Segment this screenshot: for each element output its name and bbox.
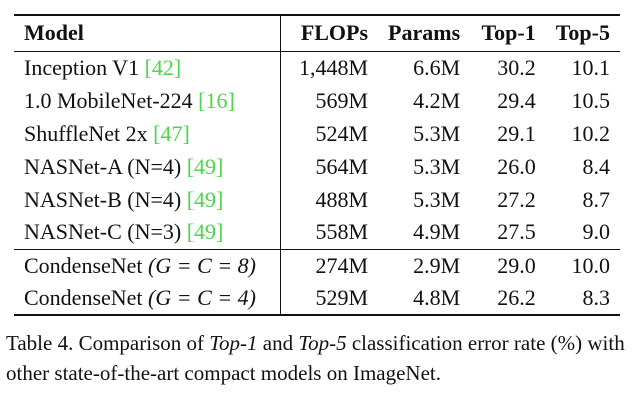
caption-prefix: Table 4. Comparison of	[6, 331, 210, 355]
top5-cell: 8.3	[545, 282, 620, 316]
caption-mid: and	[257, 331, 299, 355]
top5-cell: 8.4	[582, 153, 611, 179]
flops-cell: 564M	[315, 153, 369, 179]
caption-top1: Top-1	[209, 331, 258, 355]
params-cell: 2.9M	[378, 248, 471, 282]
header-params: Params	[378, 14, 471, 51]
results-table-container: Model FLOPs Params Top-1 Top-5 Inception…	[14, 14, 620, 316]
top5-cell: 9.0	[582, 219, 611, 245]
top5-cell: 10.1	[545, 50, 620, 84]
params-cell: 5.3M	[413, 186, 461, 212]
top1-cell: 27.5	[497, 219, 536, 245]
model-name: NASNet-A (N=4)	[24, 153, 182, 179]
citation-link[interactable]: [47]	[153, 120, 190, 146]
params-cell: 4.8M	[378, 282, 471, 316]
top1-cell: 29.0	[470, 248, 546, 282]
model-config: (G = C = 4)	[148, 285, 256, 310]
model-cell: NASNet-B (N=4) [49]	[14, 183, 281, 216]
caption-suffix: classification error rate (%) with other…	[6, 331, 625, 385]
model-cell: NASNet-A (N=4) [49]	[14, 150, 281, 183]
top1-cell: 26.0	[497, 153, 536, 179]
citation-link[interactable]: [49]	[186, 219, 224, 245]
model-config: (G = C = 8)	[148, 252, 256, 278]
top1-cell: 30.2	[470, 50, 546, 84]
top1-cell: 26.2	[470, 282, 546, 316]
table-row: NASNet-C (N=3) [49] 558M 4.9M 27.5 9.0	[14, 216, 620, 249]
table-row: NASNet-B (N=4) [49] 488M 5.3M 27.2 8.7	[14, 183, 620, 216]
header-flops: FLOPs	[280, 14, 379, 51]
params-cell: 5.3M	[413, 120, 461, 146]
flops-cell: 274M	[280, 248, 379, 282]
model-name: 1.0 MobileNet-224	[24, 87, 193, 113]
params-cell: 4.9M	[413, 219, 461, 245]
flops-cell: 558M	[315, 219, 369, 245]
top1-cell: 27.2	[497, 186, 536, 212]
model-cell: NASNet-C (N=3) [49]	[14, 216, 281, 249]
top1-cell: 29.4	[497, 87, 536, 113]
citation-link[interactable]: [49]	[186, 153, 224, 179]
model-name: Inception V1	[24, 54, 140, 80]
params-cell: 5.3M	[413, 153, 461, 179]
header-model: Model	[14, 14, 281, 51]
model-name: ShuffleNet 2x	[24, 120, 148, 146]
comparison-table: Model FLOPs Params Top-1 Top-5 Inception…	[14, 14, 620, 316]
citation-link[interactable]: [16]	[198, 87, 235, 113]
params-cell: 4.2M	[413, 87, 461, 113]
header-top5: Top-5	[545, 14, 620, 51]
model-name: CondenseNet	[24, 252, 143, 278]
top5-cell: 10.5	[571, 87, 611, 113]
top5-cell: 10.0	[545, 248, 620, 282]
flops-cell: 488M	[315, 186, 369, 212]
model-cell: CondenseNet (G = C = 8)	[14, 248, 281, 282]
top1-cell: 29.1	[497, 120, 536, 146]
table-row: CondenseNet (G = C = 4) 529M 4.8M 26.2 8…	[14, 282, 620, 316]
citation-link[interactable]: [42]	[144, 54, 182, 80]
caption-top5: Top-5	[298, 331, 347, 355]
flops-cell: 524M	[315, 120, 369, 146]
flops-cell: 1,448M	[280, 50, 379, 84]
table-header-row: Model FLOPs Params Top-1 Top-5	[14, 14, 620, 51]
table-row: ShuffleNet 2x [47] 524M 5.3M 29.1 10.2	[14, 117, 620, 150]
citation-link[interactable]: [49]	[186, 186, 224, 212]
model-cell: ShuffleNet 2x [47]	[14, 117, 281, 150]
model-cell: Inception V1 [42]	[14, 50, 281, 84]
table-row: CondenseNet (G = C = 8) 274M 2.9M 29.0 1…	[14, 248, 620, 282]
flops-cell: 569M	[315, 87, 369, 113]
params-cell: 6.6M	[378, 50, 471, 84]
flops-cell: 529M	[280, 282, 379, 316]
top5-cell: 10.2	[571, 120, 611, 146]
model-name: CondenseNet	[24, 285, 143, 310]
table-row: NASNet-A (N=4) [49] 564M 5.3M 26.0 8.4	[14, 150, 620, 183]
header-top1: Top-1	[470, 14, 546, 51]
top5-cell: 8.7	[582, 186, 611, 212]
model-cell: CondenseNet (G = C = 4)	[14, 282, 281, 316]
table-row: Inception V1 [42] 1,448M 6.6M 30.2 10.1	[14, 50, 620, 84]
model-cell: 1.0 MobileNet-224 [16]	[14, 84, 281, 117]
table-row: 1.0 MobileNet-224 [16] 569M 4.2M 29.4 10…	[14, 84, 620, 117]
model-name: NASNet-B (N=4)	[24, 186, 182, 212]
model-name: NASNet-C (N=3)	[24, 219, 182, 245]
table-caption: Table 4. Comparison of Top-1 and Top-5 c…	[6, 328, 636, 388]
